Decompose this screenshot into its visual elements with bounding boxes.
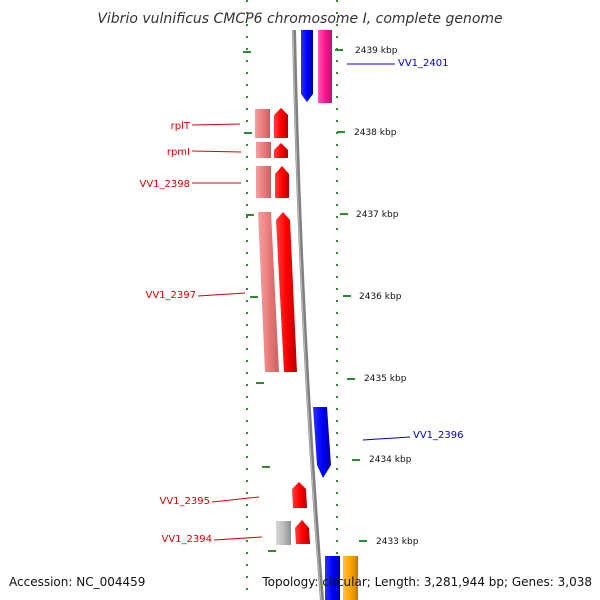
chromosome-backbone-highlight (292, 29, 322, 600)
gene-label-vv1-2396[interactable]: VV1_2396 (413, 430, 464, 441)
gene-rplt-arrow[interactable] (274, 108, 288, 138)
gene-bottom-blue[interactable] (325, 556, 340, 600)
gene-vv1-2397-pale[interactable] (258, 212, 279, 372)
kbp-label-2437: 2437 kbp (356, 210, 399, 220)
kbp-label-2434: 2434 kbp (369, 455, 412, 465)
left-major-ticks (243, 51, 276, 552)
gene-label-vv1-2401[interactable]: VV1_2401 (398, 58, 449, 69)
gene-grey-block[interactable] (276, 521, 291, 545)
gene-pink-block[interactable] (318, 30, 332, 103)
gene-label-vv1-2394[interactable]: VV1_2394 (162, 534, 213, 545)
label-leaders (191, 63, 411, 541)
gene-label-rplt[interactable]: rplT (171, 121, 191, 132)
right-major-ticks (335, 49, 367, 542)
gene-label-vv1-2397[interactable]: VV1_2397 (146, 290, 197, 301)
accession-text: Accession: NC_004459 (9, 575, 145, 589)
topology-text: Topology: circular; Length: 3,281,944 bp… (261, 575, 592, 589)
kbp-label-2436: 2436 kbp (359, 292, 402, 302)
gene-vv1-2398-pale[interactable] (256, 166, 271, 198)
gene-label-vv1-2398[interactable]: VV1_2398 (140, 179, 191, 190)
kbp-label-2435: 2435 kbp (364, 374, 407, 384)
gene-rpmi-arrow[interactable] (274, 143, 288, 158)
kbp-label-2438: 2438 kbp (354, 128, 397, 138)
gene-vv1-2395-arrow[interactable] (292, 482, 307, 508)
gene-vv1-2394-arrow[interactable] (295, 520, 310, 544)
chromosome-backbone (292, 29, 324, 600)
kbp-label-2433: 2433 kbp (376, 537, 419, 547)
gene-rplt-pale[interactable] (255, 109, 270, 138)
gene-vv1-2401-arrow[interactable] (301, 30, 313, 102)
gene-rpmi-pale[interactable] (256, 142, 271, 158)
gene-label-vv1-2395[interactable]: VV1_2395 (160, 496, 211, 507)
gene-label-rpmi[interactable]: rpmI (167, 147, 190, 158)
gene-bottom-orange[interactable] (343, 556, 358, 600)
gene-vv1-2397-arrow[interactable] (276, 212, 297, 372)
gene-vv1-2396-arrow[interactable] (313, 407, 331, 478)
gene-vv1-2398-arrow[interactable] (275, 166, 289, 198)
map-title: Vibrio vulnificus CMCP6 chromosome I, co… (97, 11, 502, 27)
kbp-label-2439: 2439 kbp (355, 46, 398, 56)
